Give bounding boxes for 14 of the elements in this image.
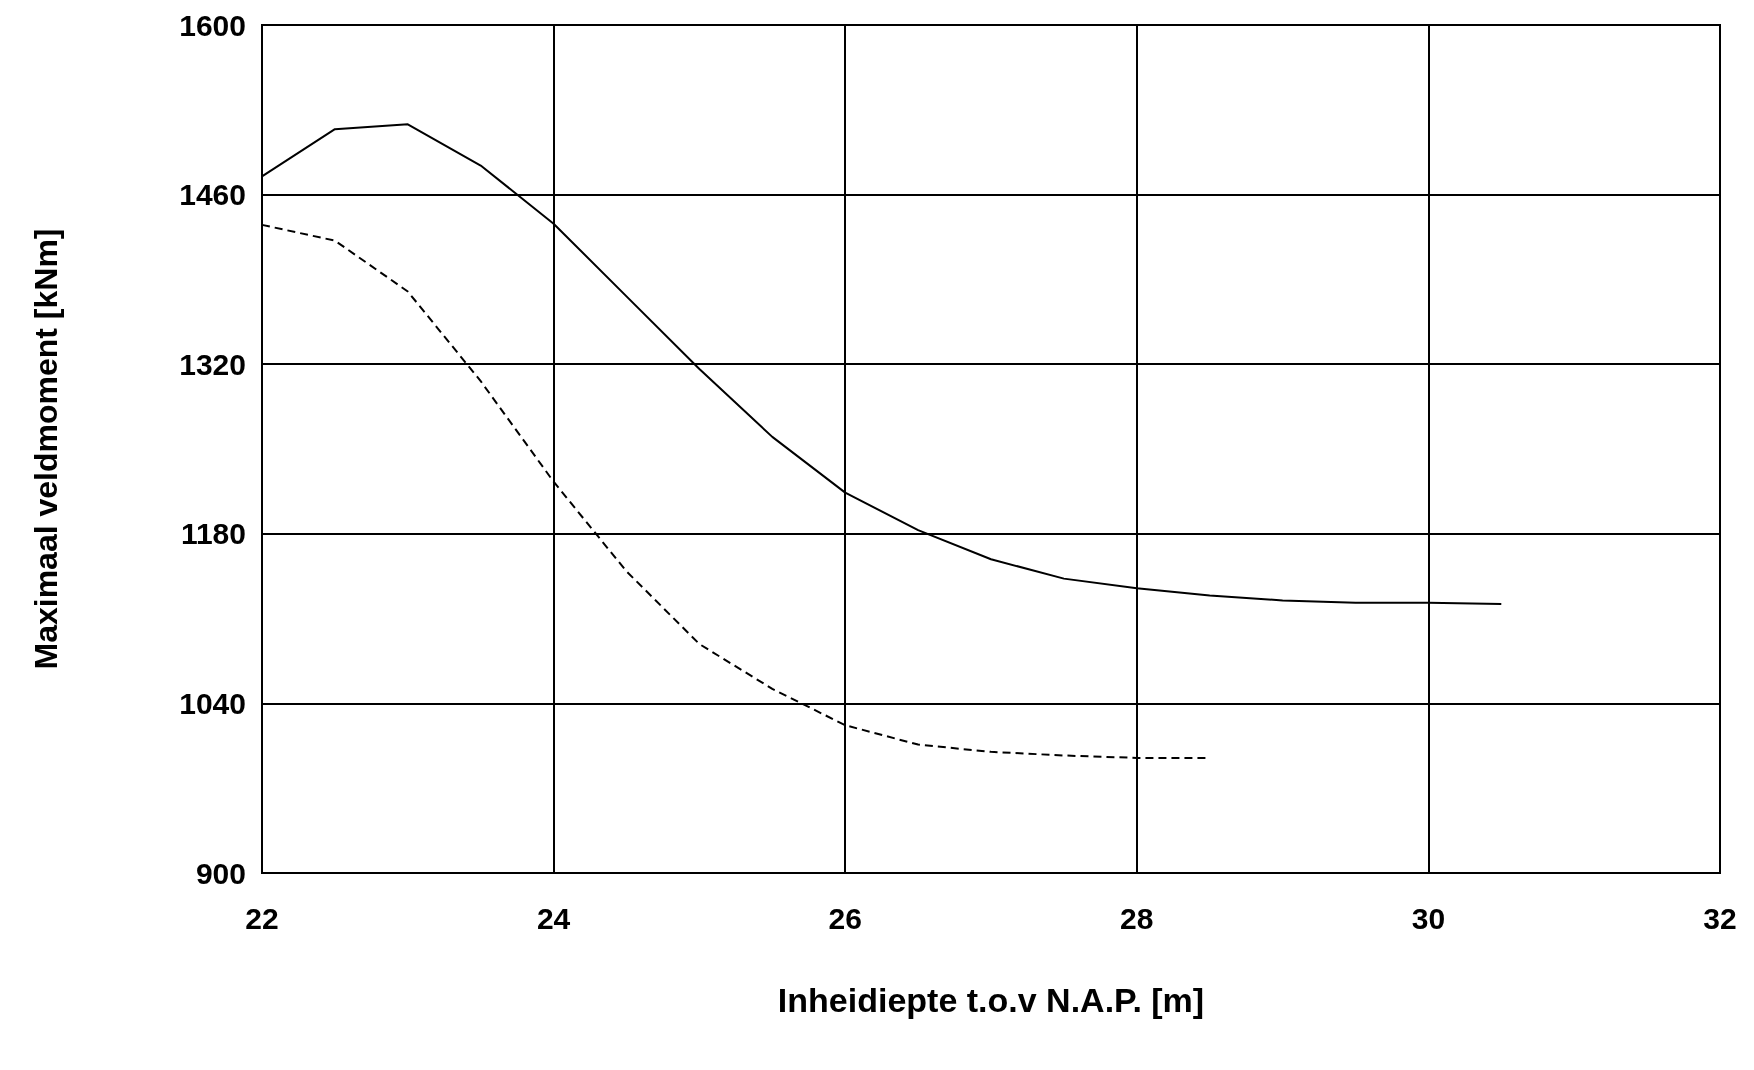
y-tick-label: 1180 <box>180 517 246 551</box>
x-tick-label: 28 <box>1120 901 1154 935</box>
y-axis-title: Maximaal veldmoment [kNm] <box>28 228 64 670</box>
y-tick-label: 1460 <box>179 178 246 212</box>
y-tick-label: 1600 <box>179 8 246 42</box>
x-tick-label: 30 <box>1411 901 1446 935</box>
y-tick-label: 1320 <box>179 347 246 381</box>
y-tick-label: 1040 <box>179 686 246 720</box>
x-tick-label: 24 <box>536 901 571 935</box>
x-tick-label: 26 <box>828 901 862 935</box>
y-tick-label: 900 <box>195 856 246 890</box>
x-axis-title: Inheidiepte t.o.v N.A.P. [m] <box>777 981 1205 1019</box>
x-tick-label: 32 <box>1703 901 1737 935</box>
x-tick-label: 22 <box>245 901 279 935</box>
